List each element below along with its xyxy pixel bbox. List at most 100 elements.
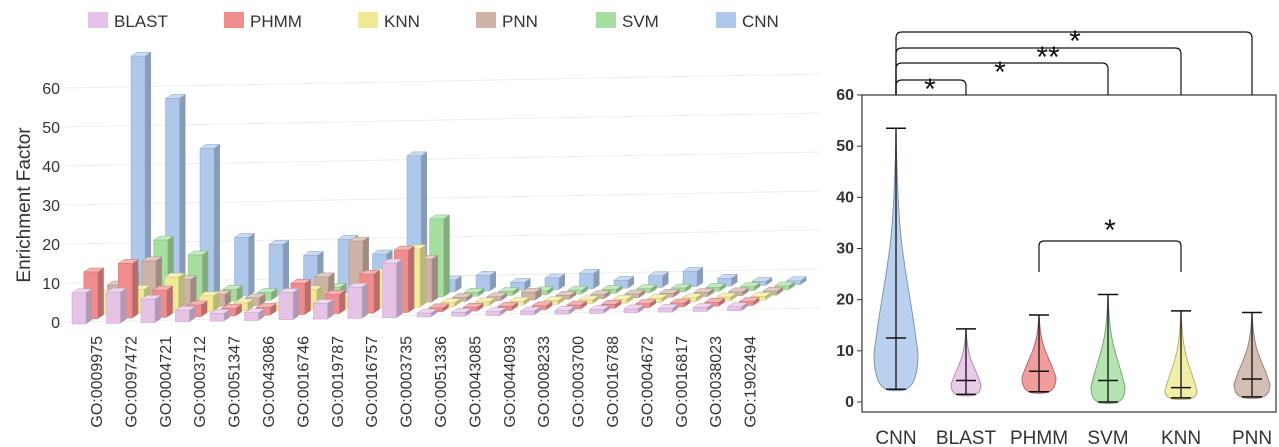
bar-front: [313, 303, 328, 320]
bar-side: [465, 308, 472, 317]
y-tick-label: 60: [836, 87, 854, 104]
bar-side: [443, 214, 450, 297]
bar-blast: [450, 308, 473, 317]
bar-cnn: [268, 240, 290, 296]
bar-side: [707, 288, 714, 297]
bar-side: [327, 299, 334, 320]
bar-side: [259, 293, 266, 306]
gridline: [63, 151, 821, 167]
legend-label: BLAST: [114, 12, 168, 31]
bar-side: [431, 309, 437, 317]
bar-side: [283, 240, 289, 296]
bar-blast: [209, 309, 231, 322]
enrichment-bar-chart: 0 10 20 30 40 50 60 Enrichment Factor BLAST PHMM K…: [14, 12, 821, 428]
legend-label: PNN: [502, 12, 538, 31]
bar-blast: [278, 288, 300, 321]
y-tick-label: 40: [42, 159, 60, 176]
legend-label: PHMM: [250, 12, 302, 31]
violin-phmm: [1021, 314, 1057, 394]
bar-front: [175, 309, 190, 323]
bar-side: [454, 298, 461, 307]
y-tick-label: 10: [42, 276, 60, 293]
bar-side: [145, 52, 151, 299]
legend-swatch-phmm: [224, 12, 244, 28]
bar-blast: [347, 282, 369, 319]
bar-side: [373, 270, 380, 314]
bar-front: [244, 312, 259, 321]
bar-side: [500, 307, 506, 316]
bar-side: [730, 293, 737, 301]
bar-blast: [243, 308, 266, 321]
bar-side: [753, 297, 760, 306]
bar-side: [179, 94, 186, 298]
x-tick-label: GO:0097472: [123, 336, 140, 428]
bar-blast: [692, 303, 714, 312]
bar-blast: [485, 307, 507, 316]
x-tick-label: GO:0016788: [605, 336, 622, 428]
violin-pnn: [1233, 311, 1271, 399]
bar-side: [718, 298, 725, 307]
bar-side: [776, 287, 783, 296]
violin-cnn: [873, 127, 919, 392]
bar-side: [754, 282, 761, 291]
x-tick-label: GO:0016746: [295, 336, 312, 428]
x-tick-label: SVM: [1087, 428, 1128, 447]
bar-side: [248, 233, 255, 296]
legend-swatch-knn: [358, 12, 378, 28]
bar-side: [490, 271, 496, 291]
bar-side: [478, 288, 485, 297]
legend-swatch-pnn: [476, 12, 496, 28]
bar-side: [132, 259, 139, 319]
bar-blast: [623, 304, 645, 314]
y-tick-label: 30: [42, 198, 60, 215]
legend-label: KNN: [384, 12, 420, 31]
x-tick-label: PHMM: [1010, 428, 1068, 447]
bar-side: [638, 290, 645, 298]
bar-front: [727, 306, 742, 311]
bar-blast: [140, 294, 162, 323]
bar-side: [731, 274, 738, 287]
bar-side: [673, 289, 680, 298]
bar-side: [339, 290, 346, 314]
bar-side: [628, 276, 634, 289]
x-tick-label: GO:0043085: [467, 336, 484, 428]
bar-front: [520, 310, 535, 316]
bar-side: [500, 292, 507, 301]
y-tick-label: 50: [836, 138, 854, 155]
legend-label: CNN: [742, 12, 779, 31]
bracket-line: [895, 31, 1253, 95]
bar-front: [71, 292, 87, 325]
bar-side: [270, 303, 277, 316]
bar-side: [741, 302, 748, 311]
significance-label: *: [924, 73, 936, 106]
bar-side: [569, 306, 575, 315]
bar-side: [512, 287, 519, 296]
bar-side: [742, 287, 749, 296]
violin-knn: [1164, 310, 1198, 400]
bar-side: [535, 288, 542, 300]
bar-side: [603, 305, 610, 314]
bar-front: [347, 286, 363, 319]
y-tick-label: 20: [836, 292, 854, 309]
plot-frame: [861, 94, 1277, 413]
x-tick-label: GO:0016757: [364, 336, 381, 428]
bar-side: [661, 294, 668, 303]
bar-side: [581, 286, 588, 295]
gridline: [63, 73, 821, 89]
x-tick-label: GO:0019787: [330, 336, 347, 428]
bar-side: [511, 302, 518, 311]
x-tick-label: GO:0003735: [399, 336, 416, 428]
bar-side: [189, 306, 196, 322]
bar-blast: [519, 306, 542, 316]
y-tick-label: 0: [51, 315, 60, 332]
bar-side: [547, 286, 554, 295]
bar-side: [523, 297, 530, 306]
bar-side: [580, 301, 587, 309]
legend-swatch-cnn: [716, 12, 736, 28]
bar-front: [451, 312, 466, 317]
bar-side: [190, 275, 197, 307]
bar-blast: [657, 303, 680, 313]
bar-side: [765, 292, 772, 301]
x-tick-label: CNN: [875, 428, 916, 447]
